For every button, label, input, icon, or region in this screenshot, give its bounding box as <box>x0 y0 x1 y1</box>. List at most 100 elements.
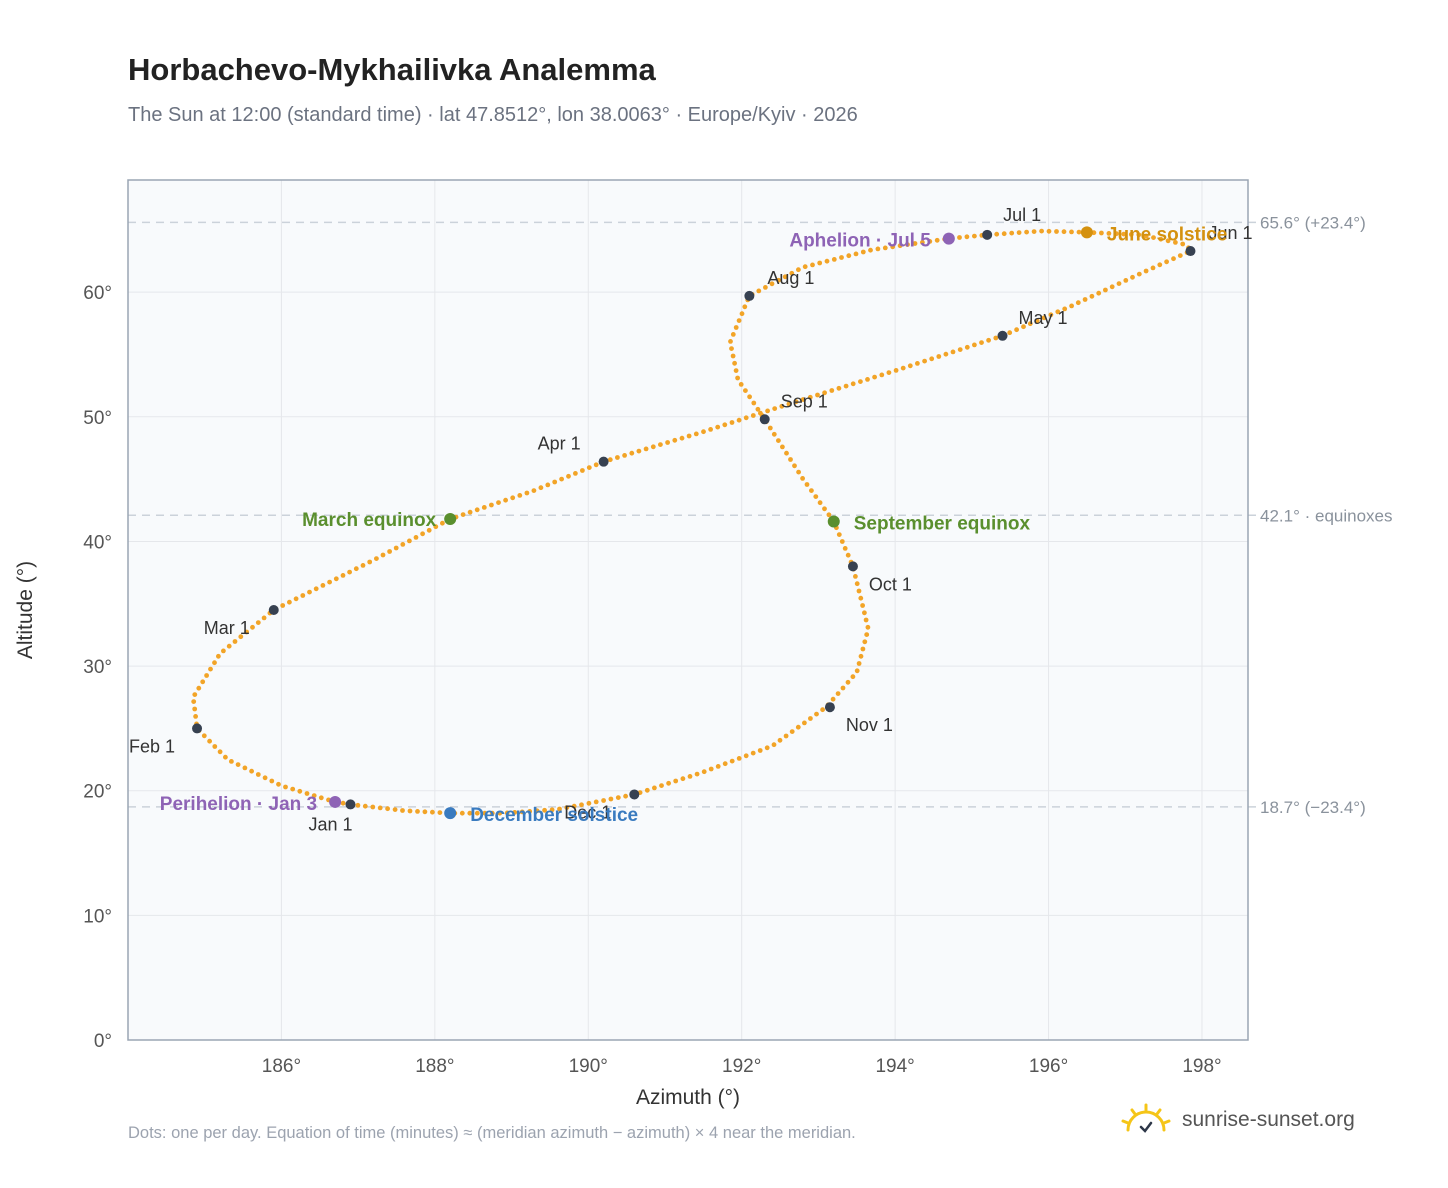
daily-dot <box>482 810 488 816</box>
daily-dot <box>920 240 925 245</box>
daily-dot <box>824 258 830 264</box>
daily-dot <box>687 774 693 779</box>
daily-dot <box>802 720 807 726</box>
y-axis-label: Altitude (°) <box>14 561 37 659</box>
y-tick-label: 10° <box>83 906 112 927</box>
daily-dot <box>489 502 494 508</box>
daily-dot <box>377 805 383 811</box>
x-tick-label: 196° <box>1029 1056 1068 1077</box>
daily-dot <box>430 809 435 815</box>
daily-dot <box>474 507 480 513</box>
daily-dot <box>374 556 379 561</box>
brand[interactable]: sunrise-sunset.org <box>1120 1102 1355 1138</box>
daily-dot <box>868 247 873 253</box>
daily-dot <box>650 444 656 450</box>
daily-dot <box>800 476 805 481</box>
daily-dot <box>863 617 869 623</box>
daily-dot <box>503 497 508 503</box>
daily-dot <box>201 733 207 739</box>
daily-dot <box>1021 324 1026 330</box>
y-tick-label: 20° <box>83 782 112 803</box>
daily-dot <box>789 729 795 734</box>
daily-dot <box>1164 259 1169 265</box>
daily-dot <box>957 235 962 240</box>
daily-dot <box>212 660 217 666</box>
month-label: Jul 1 <box>1003 205 1041 225</box>
x-tick-label: 186° <box>262 1056 301 1077</box>
daily-dot <box>440 520 445 526</box>
daily-dot <box>831 257 837 262</box>
daily-dot <box>814 711 819 717</box>
daily-dot <box>964 344 970 350</box>
daily-dot <box>545 482 551 488</box>
daily-dot <box>362 803 368 809</box>
daily-dot <box>229 759 234 764</box>
daily-dot <box>297 788 303 794</box>
chart-title: Horbachevo-Mykhailivka Analemma <box>128 52 656 87</box>
daily-dot <box>566 473 571 479</box>
daily-dot <box>776 277 781 283</box>
daily-dot <box>1048 312 1054 318</box>
month-marker <box>847 561 858 572</box>
daily-dot <box>261 615 267 621</box>
daily-dot <box>496 500 501 505</box>
daily-dot <box>736 756 742 761</box>
daily-dot <box>905 242 910 248</box>
daily-dot <box>217 749 223 755</box>
daily-dot <box>732 360 737 366</box>
daily-dot <box>204 673 210 678</box>
daily-dot <box>907 363 913 369</box>
daily-dot <box>235 762 241 767</box>
footnote: Dots: one per day. Equation of time (min… <box>128 1124 856 1142</box>
daily-dot <box>864 632 870 637</box>
daily-dot <box>771 742 777 748</box>
daily-dot <box>679 435 685 441</box>
daily-dot <box>549 807 555 813</box>
daily-dot <box>994 231 1000 237</box>
daily-dot <box>915 361 920 366</box>
daily-dot <box>934 237 940 243</box>
daily-dot <box>986 337 991 343</box>
daily-dot <box>769 281 775 287</box>
month-marker <box>629 789 640 800</box>
daily-dot <box>897 243 903 249</box>
daily-dot <box>192 692 198 697</box>
daily-dot <box>460 512 466 517</box>
daily-dot <box>192 706 198 712</box>
daily-dot <box>729 758 735 764</box>
daily-dot <box>810 262 815 268</box>
daily-dot <box>1089 293 1095 299</box>
month-label: Sep 1 <box>781 391 828 411</box>
month-label: Mar 1 <box>204 618 250 638</box>
daily-dot <box>1055 309 1061 315</box>
daily-dot <box>912 241 918 246</box>
daily-dot <box>839 539 845 544</box>
daily-dot <box>686 433 692 439</box>
daily-dot <box>311 793 317 798</box>
daily-dot <box>1116 281 1122 286</box>
daily-dot <box>1150 265 1156 271</box>
daily-dot <box>459 810 465 816</box>
daily-dot <box>538 485 544 491</box>
daily-dot <box>756 288 762 294</box>
event-marker <box>1080 226 1093 239</box>
daily-dot <box>557 806 562 812</box>
y-tick-label: 60° <box>83 283 112 304</box>
daily-dot <box>327 579 332 585</box>
month-marker <box>982 229 993 240</box>
daily-dot <box>238 634 244 640</box>
daily-dot <box>290 786 296 792</box>
daily-dot <box>1143 268 1149 274</box>
daily-dot <box>872 374 877 380</box>
daily-dot <box>789 270 795 276</box>
daily-dot <box>862 639 868 645</box>
daily-dot <box>531 488 537 493</box>
daily-dot <box>845 679 851 685</box>
daily-dot <box>730 353 736 359</box>
daily-dot <box>853 251 859 257</box>
daily-dot <box>772 406 778 411</box>
daily-dot <box>1027 321 1033 327</box>
daily-dot <box>708 427 713 432</box>
daily-dot <box>360 563 366 568</box>
daily-dot <box>307 589 312 595</box>
